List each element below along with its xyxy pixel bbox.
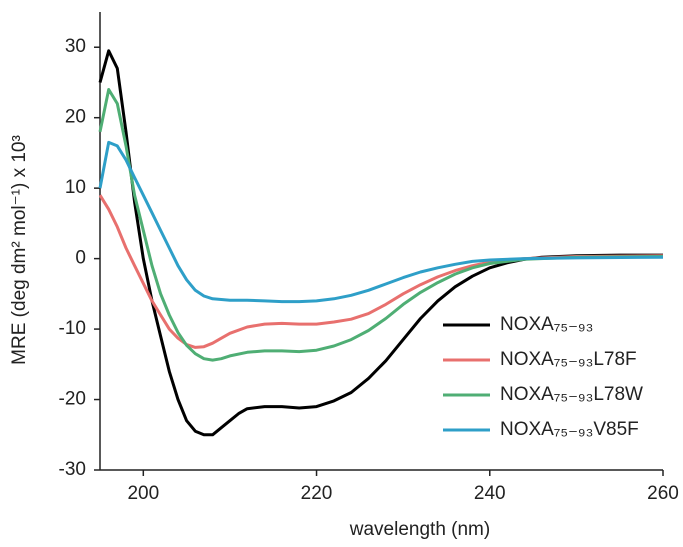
x-tick-label: 200 bbox=[127, 483, 159, 504]
legend-label: NOXA₇₅₋₉₃V85F bbox=[500, 419, 639, 440]
y-tick-label: -10 bbox=[59, 318, 86, 339]
y-axis-label: MRE (deg dm² mol⁻¹) x 10³ bbox=[9, 135, 30, 365]
legend-label: NOXA₇₅₋₉₃ bbox=[500, 314, 593, 335]
x-tick-label: 240 bbox=[474, 483, 506, 504]
y-tick-label: 30 bbox=[65, 36, 86, 57]
series-line bbox=[98, 88, 664, 362]
x-tick-label: 260 bbox=[647, 483, 679, 504]
y-tick-label: 10 bbox=[65, 177, 86, 198]
series-line bbox=[98, 194, 664, 349]
series-line bbox=[98, 49, 663, 437]
series-line bbox=[98, 140, 664, 304]
y-tick-label: 20 bbox=[65, 107, 86, 128]
legend-label: NOXA₇₅₋₉₃L78W bbox=[500, 384, 643, 405]
legend-label: NOXA₇₅₋₉₃L78F bbox=[500, 349, 637, 370]
y-tick-label: 0 bbox=[75, 248, 86, 269]
x-tick-label: 220 bbox=[301, 483, 333, 504]
y-tick-label: -20 bbox=[59, 389, 86, 410]
x-axis-label: wavelength (nm) bbox=[349, 519, 490, 540]
y-tick-label: -30 bbox=[59, 459, 86, 480]
